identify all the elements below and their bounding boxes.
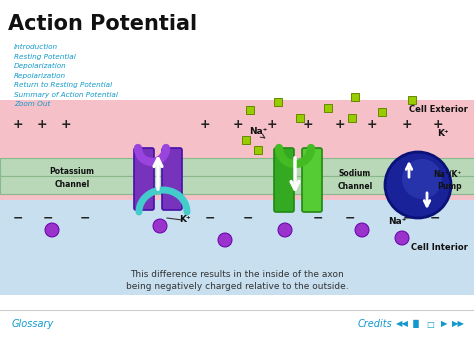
Text: Zoom Out: Zoom Out — [14, 101, 50, 107]
Text: Cell Interior: Cell Interior — [411, 243, 468, 252]
Text: Depolarization: Depolarization — [14, 63, 67, 69]
Bar — [0, 158, 474, 176]
Text: +: + — [433, 119, 443, 131]
Circle shape — [153, 219, 167, 233]
Text: +: + — [303, 119, 313, 131]
Text: +: + — [367, 119, 377, 131]
Text: Introduction: Introduction — [14, 44, 58, 50]
Text: +: + — [233, 119, 243, 131]
Circle shape — [278, 223, 292, 237]
FancyBboxPatch shape — [302, 148, 322, 212]
Text: This difference results in the inside of the axon: This difference results in the inside of… — [130, 270, 344, 279]
Text: Repolarization: Repolarization — [14, 72, 66, 79]
Text: Return to Resting Potential: Return to Resting Potential — [14, 82, 112, 88]
Text: +: + — [267, 119, 277, 131]
Text: Na⁺: Na⁺ — [249, 127, 267, 137]
Text: Glossary: Glossary — [12, 319, 54, 329]
Bar — [0, 200, 474, 295]
Text: ▐▌: ▐▌ — [410, 319, 422, 329]
Text: −: − — [403, 212, 413, 224]
Text: +: + — [36, 119, 47, 131]
Text: +: + — [335, 119, 346, 131]
Text: Action Potential: Action Potential — [8, 14, 197, 34]
Text: +: + — [200, 119, 210, 131]
Text: −: − — [80, 212, 90, 224]
Text: −: − — [313, 212, 323, 224]
Text: K⁺: K⁺ — [437, 128, 449, 138]
Text: −: − — [243, 212, 253, 224]
Text: ◀◀: ◀◀ — [395, 319, 409, 329]
Text: −: − — [345, 212, 355, 224]
Text: −: − — [430, 212, 440, 224]
Text: Potassium
Channel: Potassium Channel — [49, 167, 94, 189]
Circle shape — [402, 159, 442, 199]
Text: −: − — [13, 212, 23, 224]
Circle shape — [355, 223, 369, 237]
Text: +: + — [401, 119, 412, 131]
FancyBboxPatch shape — [274, 148, 294, 212]
Bar — [0, 176, 474, 194]
Text: Sodium
Channel: Sodium Channel — [337, 169, 373, 191]
Text: −: − — [205, 212, 215, 224]
Text: ▶: ▶ — [441, 319, 447, 329]
Text: Summary of Action Potential: Summary of Action Potential — [14, 92, 118, 98]
Text: +: + — [61, 119, 71, 131]
Text: −: − — [43, 212, 53, 224]
Text: □: □ — [426, 319, 434, 329]
Circle shape — [45, 223, 59, 237]
Text: +: + — [13, 119, 23, 131]
Text: Cell Exterior: Cell Exterior — [409, 105, 468, 115]
Bar — [0, 100, 474, 200]
Circle shape — [395, 231, 409, 245]
Circle shape — [218, 233, 232, 247]
Text: ▶▶: ▶▶ — [452, 319, 465, 329]
Text: Credits: Credits — [358, 319, 393, 329]
Text: Na⁺/K⁺
Pump: Na⁺/K⁺ Pump — [434, 169, 462, 191]
Text: Na⁺: Na⁺ — [388, 217, 406, 226]
FancyBboxPatch shape — [134, 148, 154, 210]
Text: K⁺: K⁺ — [179, 216, 191, 224]
Circle shape — [385, 152, 451, 218]
Text: being negatively charged relative to the outside.: being negatively charged relative to the… — [126, 282, 348, 291]
Text: Resting Potential: Resting Potential — [14, 53, 76, 59]
FancyBboxPatch shape — [162, 148, 182, 210]
